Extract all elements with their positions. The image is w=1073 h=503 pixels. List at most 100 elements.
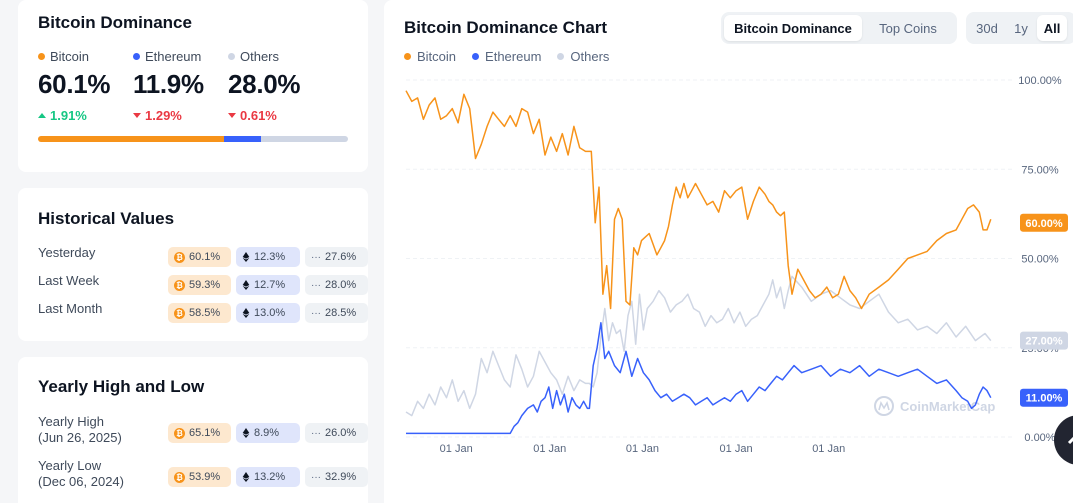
series-line-others[interactable] — [405, 275, 992, 417]
more-dots-icon: ··· — [311, 251, 321, 263]
others-value: 27.6% — [325, 251, 357, 263]
triangle-down-icon — [228, 113, 236, 118]
eth-value: 13.2% — [254, 471, 286, 483]
value-pills: ₿ 60.1% 12.3% ··· 27.6% — [168, 247, 368, 267]
coinmarketcap-logo-mark — [878, 401, 890, 411]
tab-top-coins[interactable]: Top Coins — [879, 20, 937, 36]
eth-value: 12.3% — [254, 251, 286, 263]
badge-bg — [1020, 331, 1068, 350]
value-pills: ₿ 65.1% 8.9% ··· 26.0% — [168, 423, 368, 443]
others-value: 28.5% — [325, 307, 357, 319]
last-value-badge-ethereum: 11.00% — [1020, 388, 1068, 407]
row-label-text: Yearly High — [38, 414, 105, 429]
bitcoin-icon: ₿ — [174, 427, 185, 439]
ethereum-icon — [242, 308, 250, 318]
x-tick-label: 01 Jan — [440, 443, 473, 455]
historical-title: Historical Values — [38, 209, 175, 228]
ethereum-dot-icon — [472, 53, 480, 60]
historical-row-last-month: Last Month ₿ 58.5% 13.0% ··· 28.5% — [38, 301, 368, 323]
btc-value: 65.1% — [189, 427, 221, 439]
eth-pill: 12.3% — [236, 247, 300, 267]
ethereum-icon — [242, 252, 250, 262]
btc-value: 58.5% — [189, 307, 221, 319]
dominance-share-bar — [38, 136, 348, 142]
yearly-row-high: Yearly High (Jun 26, 2025) ₿ 65.1% 8.9% ··… — [38, 414, 368, 446]
tab-bitcoin-dominance[interactable]: Bitcoin Dominance — [724, 15, 862, 41]
dominance-chart[interactable]: CoinMarketCap 0.00%25.00%50.00%75.00%100… — [384, 0, 1073, 503]
bitcoin-icon: ₿ — [174, 279, 185, 291]
historical-row-yesterday: Yesterday ₿ 60.1% 12.3% ··· 27.6% — [38, 245, 368, 267]
legend-bitcoin[interactable]: Bitcoin — [404, 49, 456, 64]
row-label: Yearly High (Jun 26, 2025) — [38, 414, 148, 446]
more-dots-icon: ··· — [311, 279, 321, 291]
others-value: 28.0% — [325, 279, 357, 291]
coin-label: Ethereum — [145, 49, 202, 64]
value-pills: ₿ 59.3% 12.7% ··· 28.0% — [168, 275, 368, 295]
others-value: 32.9% — [325, 471, 357, 483]
badge-bg — [1020, 388, 1068, 407]
badge-text: 27.00% — [1025, 336, 1063, 348]
dominance-title: Bitcoin Dominance — [38, 13, 192, 32]
historical-row-last-week: Last Week ₿ 59.3% 12.7% ··· 28.0% — [38, 273, 368, 295]
y-tick-label: 50.00% — [1021, 254, 1059, 266]
coin-ethereum: Ethereum 11.9% 1.29% — [133, 49, 228, 123]
range-all[interactable]: All — [1037, 15, 1067, 41]
eth-pill: 13.2% — [236, 467, 300, 487]
row-label-text: Yearly Low — [38, 458, 102, 473]
y-tick-label: 100.00% — [1018, 75, 1062, 87]
series-line-bitcoin[interactable] — [405, 90, 992, 310]
share-bar-bitcoin — [38, 136, 225, 142]
dominance-card: Bitcoin Dominance Bitcoin 60.1% 1.91% Et… — [18, 0, 368, 172]
legend-ethereum[interactable]: Ethereum — [472, 49, 541, 64]
legend-label: Others — [570, 49, 610, 64]
bitcoin-icon: ₿ — [174, 251, 185, 263]
dominance-coins: Bitcoin 60.1% 1.91% Ethereum 11.9% 1.29%… — [38, 49, 323, 123]
ethereum-dot-icon — [133, 53, 140, 60]
coin-value: 60.1% — [38, 69, 111, 99]
watermark-text: CoinMarketCap — [900, 399, 995, 414]
others-dot-icon — [557, 53, 565, 60]
more-dots-icon: ··· — [311, 307, 321, 319]
bitcoin-dot-icon — [38, 53, 45, 60]
time-range-toggle: 30d 1y All — [966, 12, 1073, 44]
ethereum-icon — [242, 472, 250, 482]
legend-label: Bitcoin — [417, 49, 457, 64]
value-pills: ₿ 58.5% 13.0% ··· 28.5% — [168, 303, 368, 323]
chart-type-toggle: Bitcoin Dominance Top Coins — [721, 12, 957, 44]
share-bar-others — [261, 136, 348, 142]
btc-value: 59.3% — [189, 279, 221, 291]
row-label: Yearly Low (Dec 06, 2024) — [38, 458, 148, 490]
others-value: 26.0% — [325, 427, 357, 439]
legend-others[interactable]: Others — [557, 49, 609, 64]
btc-value: 53.9% — [189, 471, 221, 483]
value-pills: ₿ 53.9% 13.2% ··· 32.9% — [168, 467, 368, 487]
coin-label: Others — [240, 49, 280, 64]
x-tick-label: 01 Jan — [720, 443, 753, 455]
btc-pill: ₿ 53.9% — [168, 467, 231, 487]
range-30d[interactable]: 30d — [976, 20, 998, 36]
coin-value: 28.0% — [228, 69, 301, 99]
coin-change: 1.29% — [145, 108, 182, 123]
share-bar-ethereum — [224, 136, 262, 142]
btc-pill: ₿ 59.3% — [168, 275, 231, 295]
scroll-to-top-button[interactable] — [1054, 415, 1073, 465]
coin-label: Bitcoin — [50, 49, 90, 64]
btc-pill: ₿ 60.1% — [168, 247, 231, 267]
others-pill: ··· 28.5% — [305, 303, 368, 323]
yearly-row-low: Yearly Low (Dec 06, 2024) ₿ 53.9% 13.2% ··… — [38, 458, 368, 490]
eth-pill: 8.9% — [236, 423, 300, 443]
ethereum-icon — [242, 428, 250, 438]
row-label: Last Month — [38, 301, 103, 316]
coin-others: Others 28.0% 0.61% — [228, 49, 323, 123]
others-dot-icon — [228, 53, 235, 60]
coin-change: 0.61% — [240, 108, 277, 123]
eth-pill: 13.0% — [236, 303, 300, 323]
triangle-down-icon — [133, 113, 141, 118]
chart-legend: Bitcoin Ethereum Others — [404, 49, 609, 64]
coinmarketcap-logo-icon — [874, 396, 894, 416]
more-dots-icon: ··· — [311, 471, 321, 483]
row-label: Yesterday — [38, 245, 96, 260]
yearly-title: Yearly High and Low — [38, 377, 205, 396]
series-line-ethereum[interactable] — [406, 322, 992, 435]
range-1y[interactable]: 1y — [1014, 20, 1028, 36]
